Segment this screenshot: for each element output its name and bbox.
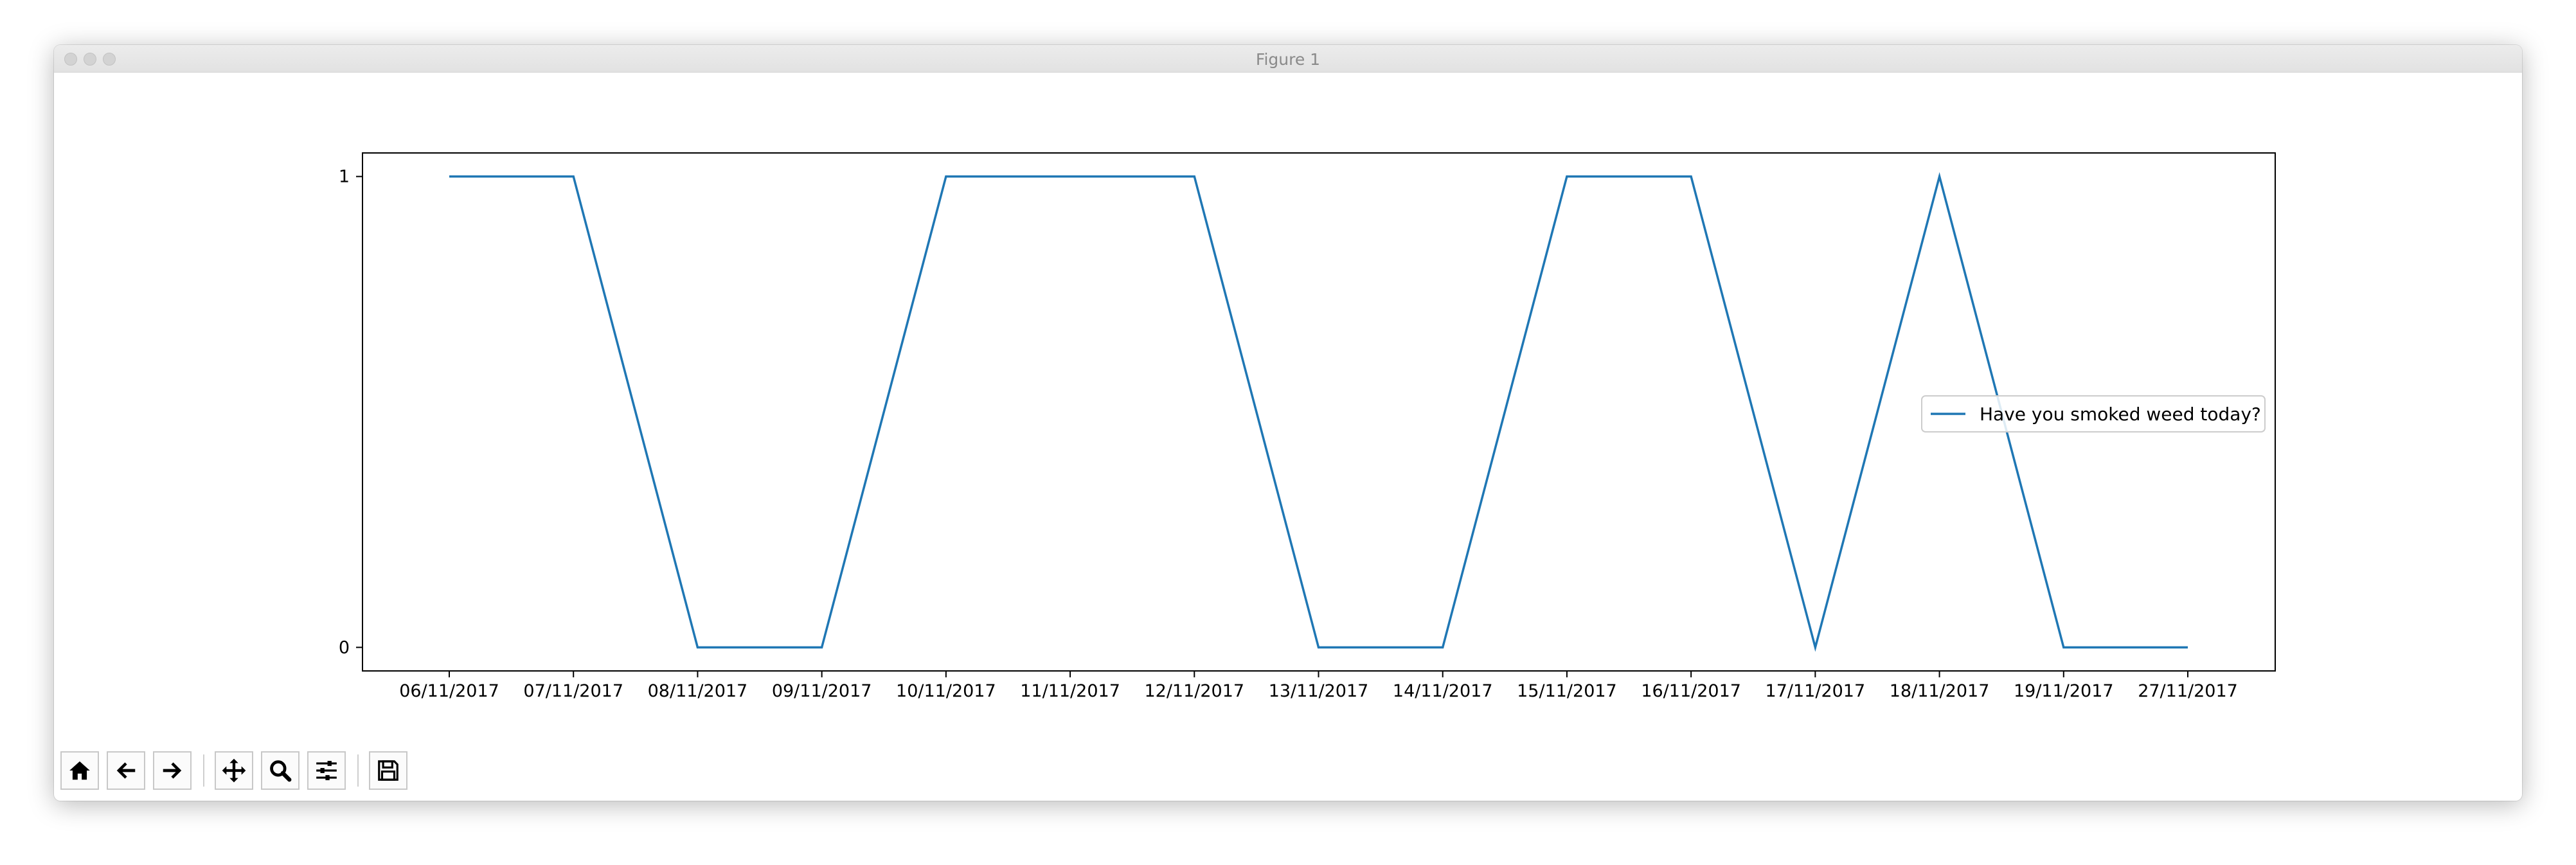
x-tick-label: 16/11/2017 — [1641, 681, 1741, 701]
configure-subplots-button[interactable] — [307, 751, 346, 790]
figure-window: Figure 1 06/11/2017 07/11/2017 08/11/2017 0… — [54, 45, 2522, 801]
x-tick-label: 18/11/2017 — [1890, 681, 1990, 701]
y-tick-label: 1 — [339, 167, 350, 187]
legend-box — [1921, 395, 2266, 433]
navigation-toolbar — [60, 751, 415, 790]
x-tick-label: 19/11/2017 — [2014, 681, 2114, 701]
legend-label: Have you smoked weed today? — [1980, 404, 2261, 425]
window-title: Figure 1 — [1255, 50, 1321, 69]
title-bar: Figure 1 — [54, 45, 2522, 73]
x-tick-label: 12/11/2017 — [1144, 681, 1244, 701]
x-tick-label: 08/11/2017 — [648, 681, 748, 701]
zoom-window-button[interactable] — [103, 53, 116, 66]
x-tick-label: 10/11/2017 — [896, 681, 996, 701]
home-button[interactable] — [60, 751, 99, 790]
zoom-icon — [270, 760, 292, 782]
x-tick-label: 07/11/2017 — [523, 681, 623, 701]
x-tick-label: 09/11/2017 — [772, 681, 872, 701]
save-icon — [378, 760, 398, 781]
x-tick-label: 11/11/2017 — [1020, 681, 1120, 701]
x-tick-label: 15/11/2017 — [1517, 681, 1617, 701]
move-icon — [222, 758, 246, 783]
pan-button[interactable] — [215, 751, 253, 790]
toolbar-separator — [203, 754, 204, 787]
arrow-right-icon — [163, 762, 182, 779]
toolbar-separator — [357, 754, 359, 787]
y-tick-label: 0 — [339, 638, 350, 657]
arrow-left-icon — [116, 762, 136, 779]
x-tick-label: 06/11/2017 — [399, 681, 499, 701]
x-tick-label: 17/11/2017 — [1766, 681, 1866, 701]
zoom-button[interactable] — [261, 751, 300, 790]
minimize-window-button[interactable] — [84, 53, 96, 66]
sliders-icon — [316, 760, 337, 781]
home-icon — [69, 761, 90, 780]
close-window-button[interactable] — [64, 53, 77, 66]
x-tick-label: 13/11/2017 — [1269, 681, 1369, 701]
save-button[interactable] — [369, 751, 407, 790]
x-tick-label: 27/11/2017 — [2138, 681, 2238, 701]
line-chart: 06/11/2017 07/11/2017 08/11/2017 09/11/2017… — [339, 152, 2276, 701]
x-tick-label: 14/11/2017 — [1393, 681, 1493, 701]
back-button[interactable] — [107, 751, 145, 790]
forward-button[interactable] — [153, 751, 192, 790]
